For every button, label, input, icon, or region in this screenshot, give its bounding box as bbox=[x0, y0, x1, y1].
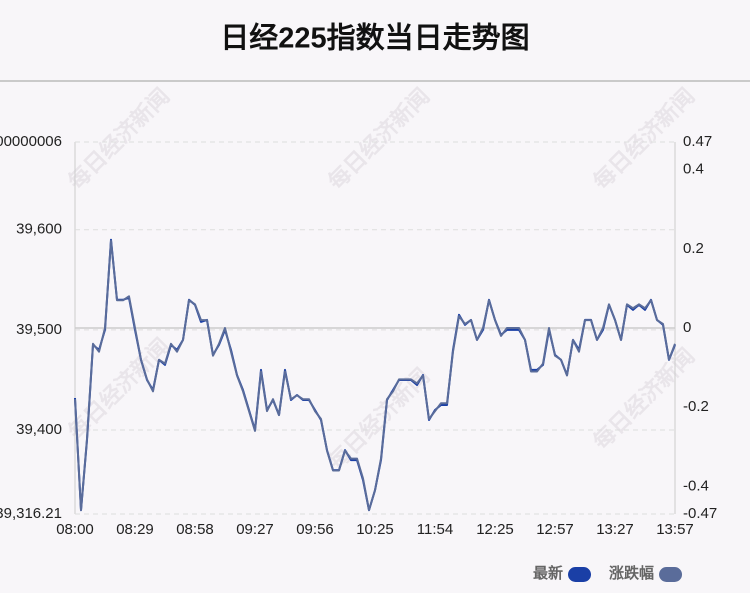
y2-tick-label: -0.47 bbox=[683, 505, 717, 522]
x-tick-label: 09:56 bbox=[296, 521, 334, 538]
y-tick-label: 39,316.21 bbox=[0, 505, 62, 522]
y-tick-label: 39,500 bbox=[16, 321, 62, 338]
watermark: 每日经济新闻 bbox=[323, 363, 434, 474]
x-tick-label: 12:57 bbox=[536, 521, 574, 538]
legend-label: 最新 bbox=[533, 564, 563, 582]
y2-tick-label: 0.4 bbox=[683, 161, 704, 178]
legend-swatch bbox=[659, 567, 683, 582]
x-tick-label: 13:57 bbox=[656, 521, 694, 538]
y2-tick-label: 0.47 bbox=[683, 133, 712, 150]
series-line bbox=[74, 239, 676, 511]
chart-title: 日经225指数当日走势图 bbox=[220, 21, 529, 55]
x-tick-label: 08:29 bbox=[116, 521, 154, 538]
x-tick-label: 12:25 bbox=[476, 521, 514, 538]
legend-label: 涨跌幅 bbox=[609, 564, 654, 582]
series-line bbox=[74, 238, 676, 512]
y2-tick-label: -0.2 bbox=[683, 398, 709, 415]
watermark: 每日经济新闻 bbox=[63, 83, 174, 194]
y2-tick-label: 0.2 bbox=[683, 240, 704, 257]
y2-tick-label: -0.4 bbox=[683, 477, 709, 494]
watermark: 每日经济新闻 bbox=[323, 83, 434, 194]
x-tick-label: 08:00 bbox=[56, 521, 94, 538]
x-tick-label: 11:54 bbox=[417, 521, 453, 538]
y2-tick-label: 0 bbox=[683, 319, 691, 336]
y-tick-label: 39,600 bbox=[16, 221, 62, 238]
x-tick-label: 08:58 bbox=[176, 521, 214, 538]
y-tick-label: 39,400 bbox=[16, 421, 62, 438]
x-tick-label: 13:27 bbox=[596, 521, 634, 538]
x-tick-label: 09:27 bbox=[236, 521, 274, 538]
y-tick-label: 39,687.5300000006 bbox=[0, 133, 62, 150]
watermark: 每日经济新闻 bbox=[63, 333, 174, 444]
x-tick-label: 10:25 bbox=[356, 521, 394, 538]
legend-swatch bbox=[568, 567, 592, 582]
